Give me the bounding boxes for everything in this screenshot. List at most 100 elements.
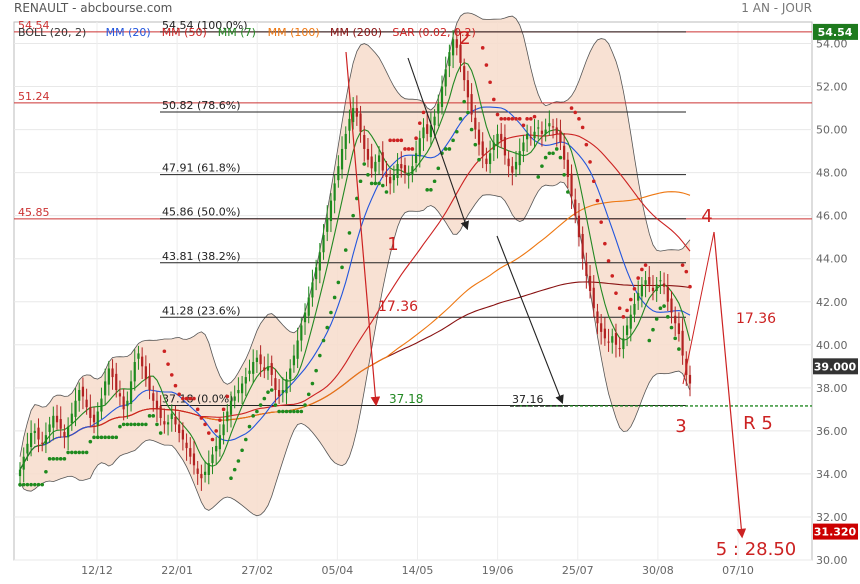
sar-dot-bearish [169,373,174,377]
candle-body [444,69,447,87]
sar-dot-bearish [688,284,692,289]
bollinger-upper [19,12,691,457]
candle-body [22,456,25,470]
candle-body [337,166,340,181]
sar-dot-bullish [362,162,367,166]
candle-body [537,127,540,129]
candle-body [78,389,81,401]
sar-dot-bearish [480,46,485,50]
candle-body [192,453,196,466]
candle-body [178,424,181,434]
candle-body [640,284,643,297]
sar-dot-bullish [377,181,381,186]
sar-dot-bullish [647,338,652,343]
candle-body [448,52,451,67]
sar-dot-bullish [292,409,296,414]
candle-body [148,376,151,390]
sar-dot-bullish [543,155,548,160]
sar-dot-bearish [388,138,392,143]
sar-dot-bullish [473,142,478,147]
sar-dot-bearish [506,117,511,121]
range-label-right: 17.36 [736,311,776,327]
sar-dot-bearish [617,306,622,311]
sar-dot-bearish [514,117,518,121]
sar-dot-bearish [577,117,581,121]
sar-dot-bullish [436,166,441,171]
sar-dot-bullish [355,196,359,201]
sar-dot-bullish [88,439,93,444]
candle-body [92,414,96,423]
candle-body [592,287,595,309]
sar-dot-bearish [203,422,207,427]
sar-dot-bullish [321,338,326,343]
candle-body [618,348,621,350]
candle-body [59,419,62,429]
x-tick-label: 22/01 [161,564,193,577]
candle-body [385,173,388,177]
sar-dot-bullish [114,435,119,440]
x-tick-label: 05/04 [322,564,354,577]
sar-dot-bearish [406,147,411,151]
sar-dot-bullish [155,422,159,427]
support-line-label: 37.16 [512,393,544,406]
candle-body [570,173,573,197]
sar-dot-bullish [147,414,152,418]
candle-body [529,137,532,139]
sar-dot-bearish [195,407,200,412]
candle-body [163,421,166,425]
sar-dot-bullish [151,414,156,418]
candle-body [470,94,473,115]
candle-body [348,118,351,131]
candle-body [33,430,36,434]
sar-dot-bearish [499,117,504,121]
candle-body [451,39,455,56]
sar-dot-bullish [144,422,148,427]
candle-body [396,164,399,179]
sar-dot-bearish [181,396,185,401]
sar-dot-bullish [277,409,281,414]
resistance-level-label: 54.54 [18,19,50,32]
candle-body [107,368,110,385]
candle-body [366,148,370,160]
candle-body [244,377,247,384]
candle-body [363,134,366,149]
sar-dot-bullish [44,469,48,474]
candle-body [581,233,584,259]
sar-dot-bearish [225,394,230,399]
candle-body [41,442,44,444]
legend-entry: MM (7) [218,26,256,39]
sar-dot-bullish [329,310,333,315]
sar-dot-bullish [36,482,41,487]
sar-dot-bearish [684,269,689,274]
sar-dot-bullish [47,457,52,461]
candle-body [52,415,55,428]
sar-dot-bearish [591,179,596,184]
sar-dot-bearish [573,110,578,115]
sar-dot-bullish [51,457,56,461]
sar-dot-bullish [369,181,374,186]
candle-body [659,280,662,282]
sar-dot-bullish [540,164,544,168]
candle-body [296,340,299,359]
legend-entry: MM (50) [162,26,207,39]
candle-body [540,130,544,134]
candle-body [400,164,403,169]
sar-dot-bullish [255,409,259,414]
sar-dot-bullish [380,183,385,188]
wave-label-2: 2 [459,28,470,49]
sar-dot-bullish [432,179,437,184]
sar-dot-bearish [595,198,600,203]
candle-body [326,217,329,232]
candle-body [344,133,347,149]
candle-body [455,39,458,48]
sar-dot-bearish [184,396,189,401]
candle-body [333,183,336,201]
candle-body [274,378,277,390]
price-badge-label: 54.54 [818,26,853,39]
sar-dot-bullish [58,457,63,461]
price-badge-label: 31.320 [814,526,857,539]
sar-dot-bullish [429,188,433,192]
y-tick-label: 42.00 [816,296,848,309]
sar-dot-bearish [529,117,533,121]
candle-body [429,125,432,138]
